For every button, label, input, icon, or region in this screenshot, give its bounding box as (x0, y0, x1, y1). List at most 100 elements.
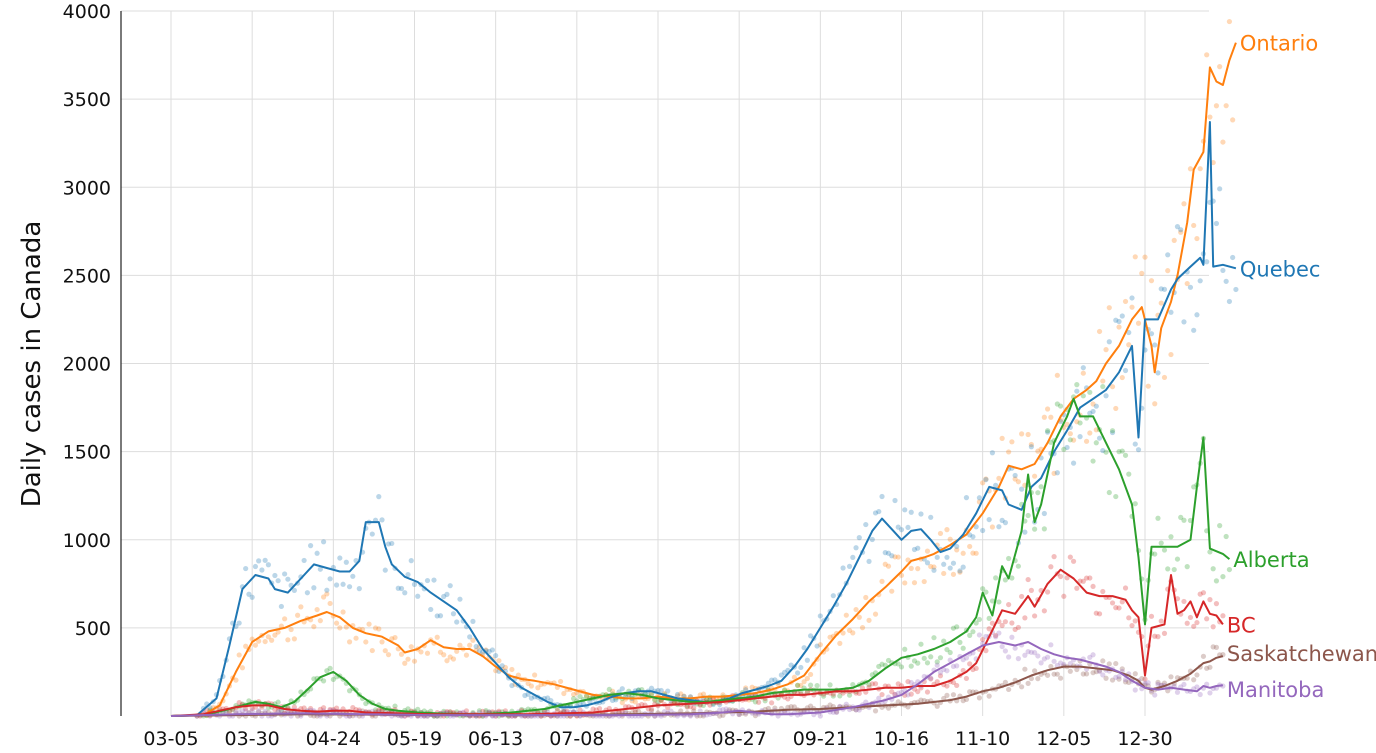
data-point (1187, 284, 1194, 290)
data-point (983, 477, 989, 483)
x-tick-label: 07-08 (549, 728, 604, 750)
data-point (324, 591, 330, 597)
data-point (1006, 686, 1012, 693)
data-point (1096, 328, 1103, 335)
data-point (1067, 668, 1073, 674)
data-point (1051, 671, 1057, 677)
data-point (999, 643, 1005, 650)
data-point (830, 593, 836, 599)
data-point (937, 530, 944, 537)
data-point (1161, 374, 1168, 381)
data-point (1132, 687, 1138, 693)
data-point (960, 550, 966, 556)
data-point (843, 701, 849, 707)
data-point (239, 665, 246, 671)
data-point (1142, 254, 1148, 260)
data-point (863, 594, 869, 601)
data-point (262, 638, 268, 645)
data-point (963, 495, 970, 501)
data-point (1048, 414, 1054, 420)
data-point (441, 593, 447, 600)
data-point (1002, 619, 1008, 625)
series-line-manitoba (170, 641, 1224, 717)
data-point (402, 590, 408, 596)
data-point (1197, 591, 1203, 597)
data-point (376, 707, 382, 713)
data-point (418, 649, 424, 655)
data-point (1019, 684, 1025, 690)
data-point (934, 554, 940, 560)
data-point (866, 558, 872, 565)
series-label-alberta: Alberta (1233, 548, 1309, 572)
data-point (908, 565, 914, 571)
data-point (986, 693, 992, 699)
data-point (1093, 427, 1099, 433)
data-point (1096, 435, 1103, 441)
data-point (1223, 533, 1229, 540)
data-point (1009, 634, 1015, 640)
data-point (457, 642, 463, 648)
data-point (889, 689, 895, 695)
data-point (924, 660, 931, 666)
data-point (1006, 555, 1012, 562)
x-tick-label: 12-05 (1036, 728, 1091, 750)
data-point (454, 619, 460, 625)
data-point (1119, 448, 1125, 454)
data-point (398, 651, 405, 657)
data-point (243, 708, 249, 714)
data-point (272, 572, 278, 579)
data-point (408, 644, 414, 650)
x-tick-label: 05-19 (387, 728, 442, 750)
data-point (785, 704, 791, 710)
data-point (993, 634, 999, 640)
data-point (1093, 669, 1099, 675)
data-point (570, 696, 577, 702)
data-point (1129, 622, 1135, 629)
data-point (827, 634, 833, 640)
data-point (262, 708, 268, 714)
data-point (983, 648, 989, 654)
data-point (288, 626, 294, 633)
data-point (924, 548, 931, 554)
data-point (376, 494, 382, 500)
data-point (1194, 684, 1200, 690)
data-point (441, 652, 447, 658)
data-point (1194, 235, 1200, 242)
data-point (1048, 663, 1054, 670)
data-point (1168, 309, 1174, 315)
series-label-saskatchewan: Saskatchewan (1227, 642, 1376, 666)
data-point (314, 606, 320, 613)
data-point (1103, 393, 1109, 399)
data-point (1230, 254, 1236, 261)
data-point (324, 668, 330, 674)
data-point (577, 707, 583, 713)
data-point (795, 670, 801, 676)
data-point (1012, 645, 1018, 651)
data-point (976, 616, 983, 623)
data-point (301, 557, 307, 564)
data-point (1213, 103, 1220, 109)
data-point (889, 553, 895, 559)
data-point (1155, 370, 1161, 376)
data-point (515, 672, 521, 678)
data-point (311, 585, 317, 591)
data-point (1145, 680, 1151, 686)
data-point (1217, 64, 1223, 70)
data-point (298, 604, 304, 610)
data-point (1022, 529, 1028, 535)
data-point (700, 713, 707, 719)
data-point (872, 510, 879, 516)
data-point (528, 683, 534, 689)
data-point (765, 705, 771, 712)
data-point (424, 577, 431, 584)
data-point (1025, 431, 1031, 438)
data-point (1109, 600, 1116, 606)
data-point (1191, 484, 1197, 490)
data-point (872, 611, 879, 617)
data-point (1048, 642, 1054, 648)
data-point (1106, 489, 1112, 496)
data-point (950, 625, 957, 631)
data-point (385, 652, 392, 658)
data-point (967, 661, 973, 667)
data-point (1207, 597, 1213, 603)
